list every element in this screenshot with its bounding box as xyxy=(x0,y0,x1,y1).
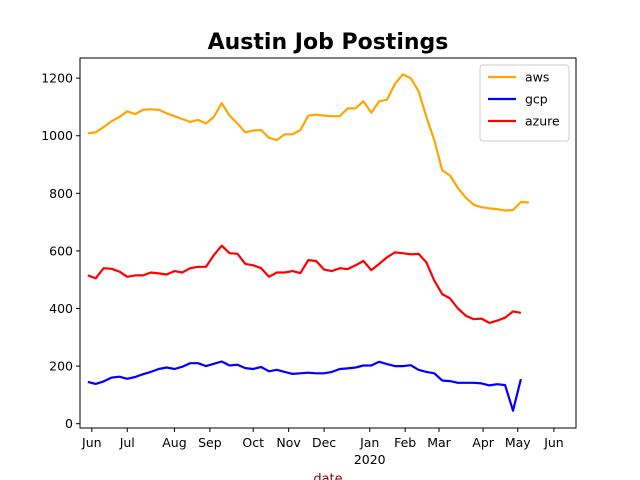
y-tick-label: 0 xyxy=(65,416,73,431)
x-tick-sublabel: 2020 xyxy=(354,452,386,467)
x-axis: Jun Jul Aug Sep Oct Nov Dec Jan 2020 Feb Mar Apr May… xyxy=(81,428,564,467)
x-tick-label: Feb xyxy=(394,435,416,450)
y-tick-label: 600 xyxy=(49,243,73,258)
legend-label-azure: azure xyxy=(525,114,560,129)
x-tick-label: Oct xyxy=(242,435,264,450)
legend-label-gcp: gcp xyxy=(525,92,548,107)
x-tick-label: Jun xyxy=(81,435,102,450)
x-tick-label: May xyxy=(505,435,531,450)
x-tick-label: Apr xyxy=(472,435,494,450)
x-tick-label: Sep xyxy=(198,435,222,450)
x-tick-label: Jun xyxy=(543,435,564,450)
x-tick-label: Dec xyxy=(312,435,336,450)
chart-title: Austin Job Postings xyxy=(208,30,449,55)
series-line-gcp xyxy=(87,360,522,412)
y-tick-label: 1000 xyxy=(41,128,73,143)
y-tick-label: 400 xyxy=(49,301,73,316)
series-line-aws xyxy=(87,73,529,212)
x-tick-label: Jan xyxy=(359,435,379,450)
y-tick-label: 800 xyxy=(49,186,73,201)
legend-label-aws: aws xyxy=(525,70,549,85)
x-tick-label: Jul xyxy=(119,435,135,450)
plot-frame xyxy=(79,57,577,429)
legend: aws gcp azure xyxy=(479,64,570,142)
x-tick-label: Mar xyxy=(427,435,451,450)
x-axis-label: date xyxy=(313,472,342,480)
y-tick-label: 1200 xyxy=(41,71,73,86)
y-tick-label: 200 xyxy=(49,359,73,374)
plot-area xyxy=(87,73,529,412)
x-tick-label: Aug xyxy=(162,435,186,450)
series-line-azure xyxy=(87,244,522,324)
y-axis: 0 200 400 600 800 1000 1200 xyxy=(41,71,80,431)
x-tick-label: Nov xyxy=(276,435,301,450)
